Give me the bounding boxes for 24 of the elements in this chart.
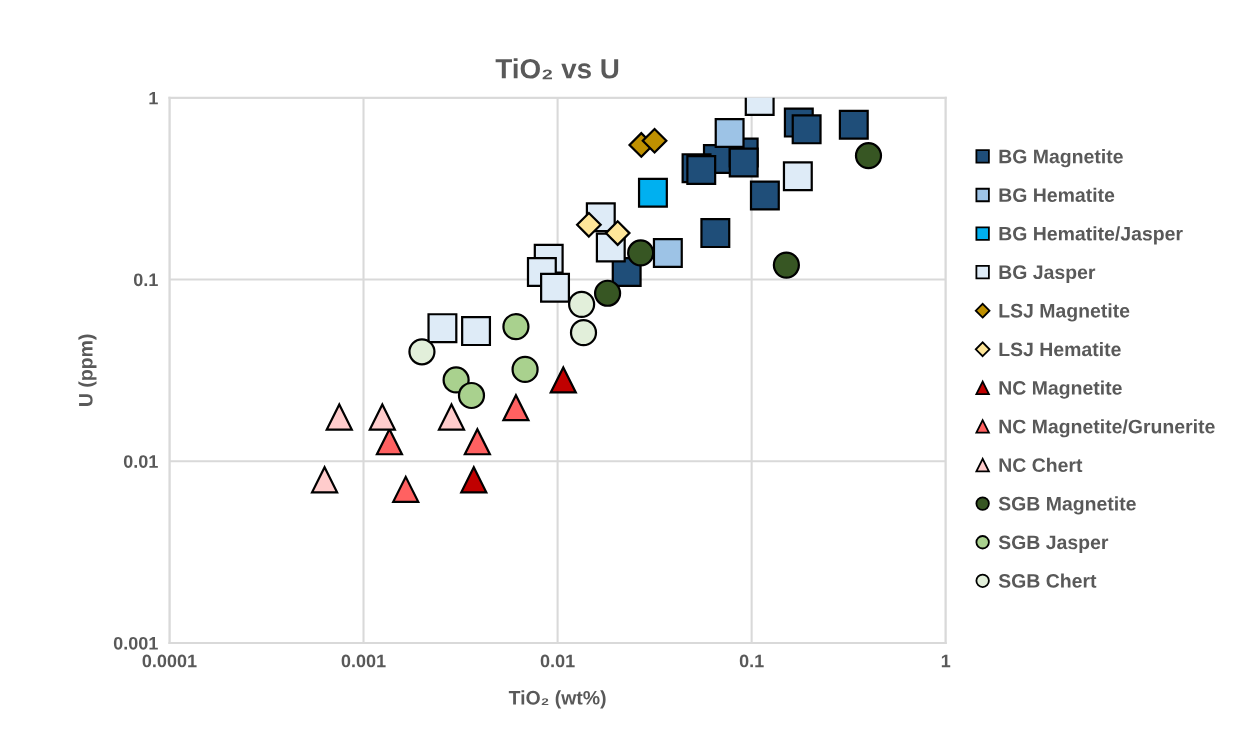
x-axis-title: TiO₂ (wt%) [508, 690, 606, 709]
x-tick-label: 0.1 [739, 654, 764, 668]
chart-title: TiO₂ vs U [495, 58, 619, 80]
legend-label: BG Hematite/Jasper [999, 226, 1183, 245]
x-tick-label: 0.001 [341, 654, 386, 668]
y-tick-label: 1 [149, 91, 158, 105]
legend-label: SGB Jasper [998, 535, 1109, 554]
legend-label: SGB Magnetite [998, 496, 1136, 515]
legend-label: LSJ Hematite [999, 341, 1121, 357]
y-axis-title: U (ppm) [78, 334, 97, 406]
y-tick-label: 0.01 [123, 455, 158, 468]
legend-label: LSJ Magnetite [999, 303, 1130, 322]
legend-label: NC Magnetite/Grunerite [999, 419, 1215, 438]
legend-label: SGB Chert [998, 573, 1097, 588]
x-tick-label: 0.01 [540, 654, 575, 668]
x-tick-label: 1 [941, 654, 951, 668]
y-tick-label: 0.1 [133, 273, 158, 287]
legend-label: NC Magnetite [999, 380, 1122, 399]
legend-label: BG Magnetite [999, 149, 1123, 168]
legend-label: NC Chert [999, 457, 1083, 473]
legend-label: BG Hematite [999, 187, 1115, 203]
x-tick-label: 0.0001 [142, 654, 197, 668]
legend-label: BG Jasper [999, 265, 1096, 283]
y-tick-label: 0.001 [113, 636, 158, 650]
